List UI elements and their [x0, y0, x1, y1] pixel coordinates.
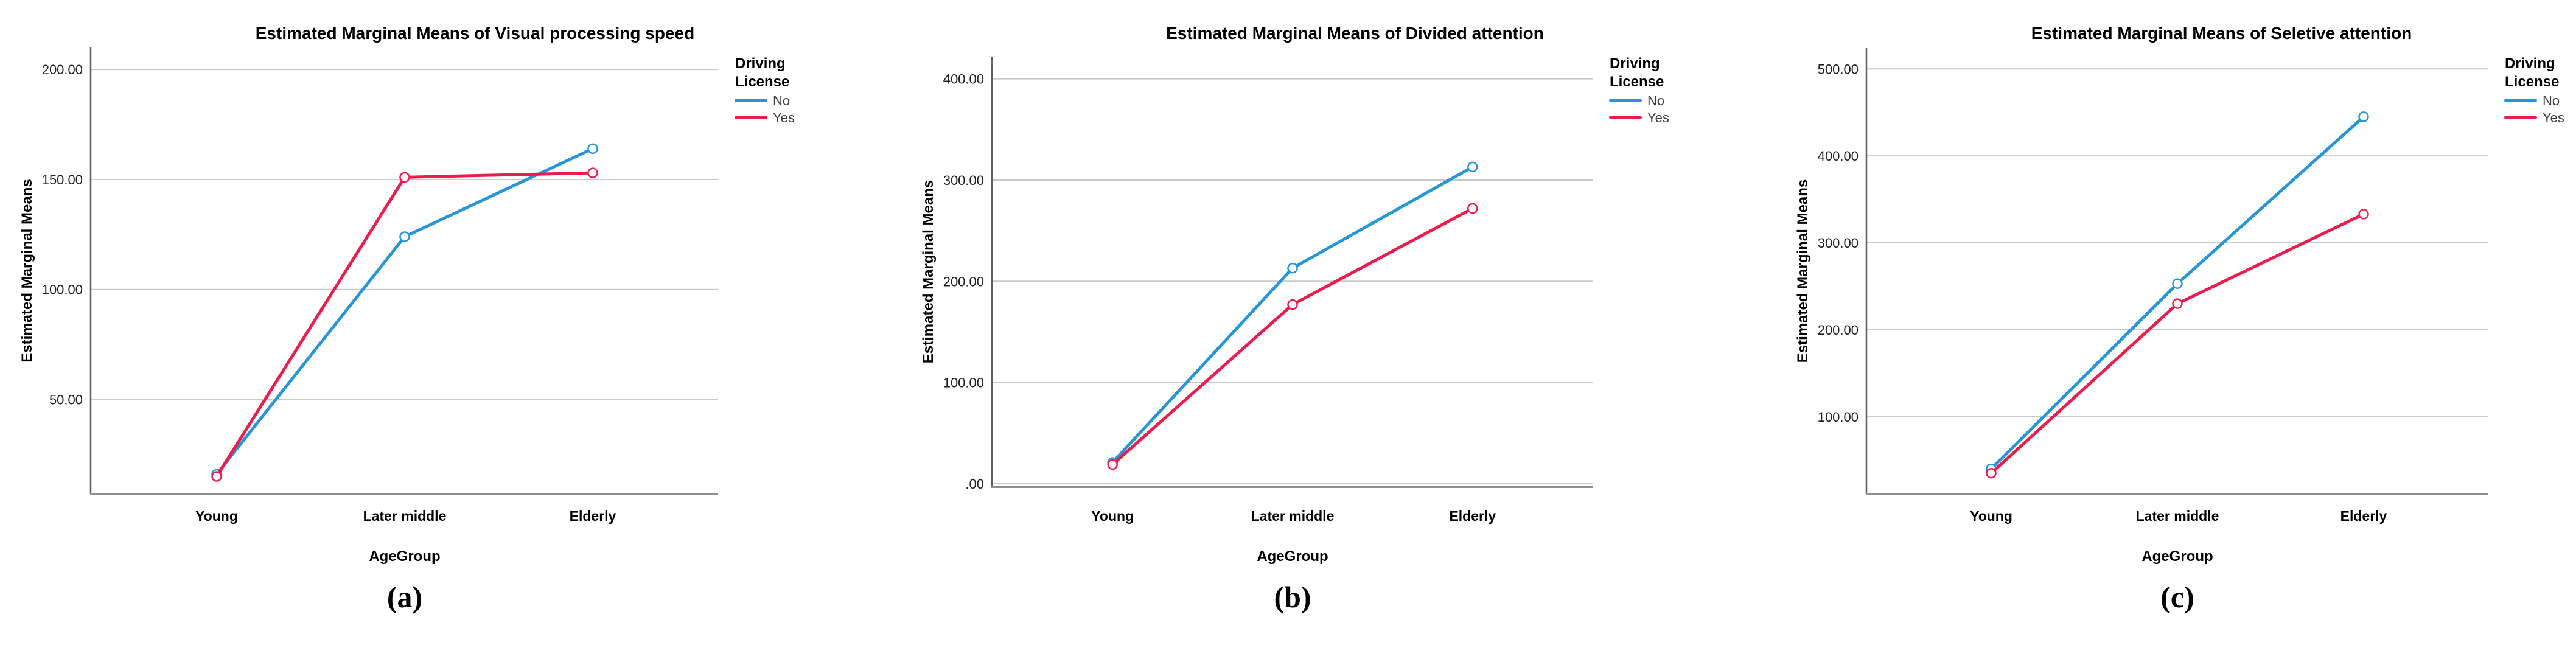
data-point-marker-No	[2172, 278, 2183, 289]
series-line-No	[1989, 115, 2365, 471]
chart-panel-a: 50.00 100.00 150.00 200.00 Young Later middle…	[0, 0, 859, 662]
panel-caption-c: (c)	[2160, 580, 2194, 614]
legend-title: Driving	[1610, 55, 1660, 72]
y-tick-label: 400.00	[943, 72, 984, 87]
x-axis-label: AgeGroup	[2141, 548, 2213, 565]
data-point-marker-Yes	[587, 167, 598, 178]
legend-title: License	[735, 74, 789, 90]
legend-title: License	[2505, 74, 2559, 90]
chart-title: Estimated Marginal Means of Visual proce…	[256, 24, 694, 43]
data-point-marker-Yes	[2358, 209, 2369, 220]
chart-panel-c: 100.00 200.00 300.00 400.00 500.00 Young Later…	[1717, 0, 2576, 662]
data-point-marker-Yes	[211, 471, 222, 482]
chart-c-svg: 100.00 200.00 300.00 400.00 500.00 Young Later…	[1795, 24, 2564, 565]
data-point-marker-No	[1467, 161, 1478, 173]
y-tick-label: 500.00	[1818, 61, 1859, 77]
x-category-label: Later middle	[1251, 508, 1335, 524]
y-tick-label: 150.00	[42, 172, 83, 187]
x-category-label: Young	[1970, 508, 2012, 524]
chart-title: Estimated Marginal Means of Divided atte…	[1166, 24, 1544, 43]
chart-a-svg: 50.00 100.00 150.00 200.00 Young Later middle…	[19, 24, 795, 565]
y-tick-label: 100.00	[1818, 409, 1859, 425]
series-line-Yes	[1989, 212, 2365, 475]
y-tick-label: 200.00	[42, 62, 83, 77]
data-point-marker-Yes	[1986, 467, 1997, 479]
series-line-Yes	[1111, 207, 1475, 466]
data-point-marker-No	[587, 143, 598, 155]
series-line-Yes	[215, 171, 595, 478]
data-point-marker-Yes	[1467, 203, 1478, 214]
x-axis-label: AgeGroup	[1257, 548, 1328, 565]
legend-label-No: No	[773, 93, 790, 108]
y-tick-label: 300.00	[943, 173, 984, 188]
y-tick-label: 400.00	[1818, 148, 1859, 164]
legend-label-Yes: Yes	[1647, 110, 1669, 125]
y-axis-label: Estimated Marginal Means	[920, 180, 937, 363]
legend-title: Driving	[735, 55, 786, 72]
y-tick-label: 50.00	[49, 392, 83, 408]
chart-title: Estimated Marginal Means of Seletive att…	[2031, 24, 2412, 43]
x-category-label: Young	[195, 508, 238, 524]
legend-label-No: No	[2543, 93, 2560, 108]
y-tick-label: 200.00	[943, 274, 984, 289]
x-category-label: Elderly	[1449, 508, 1496, 524]
x-category-label: Elderly	[570, 508, 616, 524]
x-category-label: Later middle	[2136, 508, 2219, 524]
y-tick-label: 300.00	[1818, 235, 1859, 251]
y-tick-label: 200.00	[1818, 322, 1859, 338]
data-point-marker-No	[1287, 262, 1298, 274]
panel-caption-a: (a)	[386, 580, 423, 614]
x-category-label: Elderly	[2340, 508, 2387, 524]
data-point-marker-No	[399, 231, 410, 242]
x-category-label: Later middle	[363, 508, 447, 524]
chart-b-svg: .00 100.00 200.00 300.00 400.00 Young Later mi…	[920, 24, 1669, 565]
panel-caption-b: (b)	[1274, 580, 1311, 614]
y-tick-label: .00	[965, 476, 984, 492]
data-point-marker-Yes	[399, 172, 410, 183]
y-tick-label: 100.00	[42, 282, 83, 298]
legend-title: License	[1610, 74, 1664, 90]
x-axis-label: AgeGroup	[369, 548, 440, 565]
y-tick-label: 100.00	[943, 375, 984, 391]
legend-label-No: No	[1647, 93, 1664, 108]
legend-title: Driving	[2505, 55, 2555, 72]
y-axis-label: Estimated Marginal Means	[1795, 179, 1811, 363]
x-category-label: Young	[1091, 508, 1134, 524]
legend-label-Yes: Yes	[2543, 110, 2564, 125]
y-axis-label: Estimated Marginal Means	[19, 179, 35, 362]
data-point-marker-Yes	[1107, 459, 1118, 470]
chart-panel-b: .00 100.00 200.00 300.00 400.00 Young Later mi…	[859, 0, 1717, 662]
data-point-marker-Yes	[1287, 299, 1298, 310]
series-line-No	[215, 147, 595, 476]
data-point-marker-Yes	[2172, 298, 2183, 309]
legend-label-Yes: Yes	[773, 110, 795, 125]
data-point-marker-No	[2358, 111, 2369, 122]
